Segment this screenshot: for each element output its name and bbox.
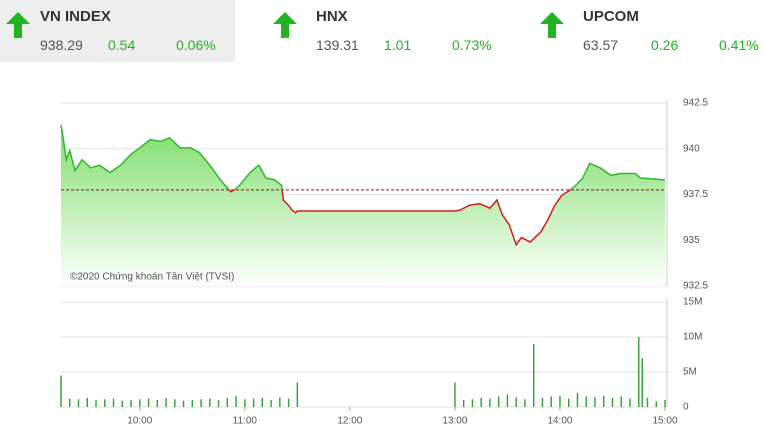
ticker: VN INDEX 938.29 0.54 0.06% xyxy=(0,0,235,62)
volume-bar xyxy=(112,398,115,407)
volume-bar xyxy=(585,396,587,407)
volume-bar xyxy=(480,397,482,407)
up-arrow xyxy=(6,12,30,38)
x-tick-label: 10:00 xyxy=(127,416,152,427)
ticker-percent: 0.41% xyxy=(719,37,759,53)
volume-bar xyxy=(287,398,290,407)
volume-bar xyxy=(147,398,150,407)
volume-bar xyxy=(86,397,88,407)
y-tick-label: 942.5 xyxy=(683,98,708,109)
x-tick-label: 12:00 xyxy=(337,416,362,427)
volume-bar xyxy=(646,397,649,407)
volume-bar xyxy=(200,399,202,407)
volume-bar xyxy=(541,397,544,407)
volume-bar xyxy=(69,398,71,407)
volume-bar xyxy=(515,397,517,407)
ticker-value: 139.31 xyxy=(316,37,359,53)
ticker: HNX 139.31 1.01 0.73% xyxy=(273,0,531,62)
ticker-name: VN INDEX xyxy=(40,8,111,25)
y-tick-label: 935 xyxy=(683,235,700,246)
volume-bar xyxy=(524,399,526,407)
volume-bar xyxy=(664,400,666,407)
price-area xyxy=(61,124,665,287)
volume-bar xyxy=(139,399,141,407)
x-tick-label: 11:00 xyxy=(233,416,258,427)
volume-bar xyxy=(629,398,631,407)
ticker-value: 938.29 xyxy=(40,37,83,53)
ticker-change: 0.54 xyxy=(108,37,136,53)
volume-bar xyxy=(638,337,640,407)
volume-bar xyxy=(296,382,299,407)
ticker-percent: 0.73% xyxy=(452,37,492,53)
y-tick-label: 5M xyxy=(683,367,697,378)
volume-bar xyxy=(620,396,622,407)
volume-bar xyxy=(270,400,272,407)
volume-bar xyxy=(165,397,167,407)
price-line xyxy=(60,124,666,247)
volume-bar xyxy=(261,397,264,407)
volume-bar xyxy=(279,397,281,407)
volume-bar xyxy=(568,398,570,407)
volume-bar xyxy=(655,401,657,407)
volume-bar xyxy=(454,382,456,407)
volume-bar xyxy=(104,399,106,407)
watermark: ©2020 Chứng khoán Tân Việt (TVSI) xyxy=(70,272,234,283)
x-tick-label: 14:00 xyxy=(547,416,572,427)
y-tick-label: 10M xyxy=(683,332,702,343)
volume-bar xyxy=(576,393,579,407)
ticker-change: 0.26 xyxy=(651,37,679,53)
ticker-percent: 0.06% xyxy=(176,37,216,53)
volume-bar xyxy=(244,399,246,407)
volume-bar xyxy=(156,400,158,407)
y-tick-label: 937.5 xyxy=(683,189,708,200)
volume-bar xyxy=(121,400,123,407)
volume-bar xyxy=(209,398,211,407)
volume-bar xyxy=(550,396,552,407)
up-arrow xyxy=(273,12,297,38)
x-tick-label: 15:00 xyxy=(652,416,677,427)
x-tick-label: 13:00 xyxy=(442,416,467,427)
volume-bar xyxy=(532,344,535,407)
volume-bar xyxy=(77,399,80,407)
volume-bar xyxy=(60,375,62,407)
y-tick-label: 940 xyxy=(683,143,700,154)
volume-bar xyxy=(506,394,509,407)
volume-bar xyxy=(489,398,491,407)
volume-bar xyxy=(235,395,237,407)
volume-bar xyxy=(191,400,194,407)
volume-bar xyxy=(226,397,229,407)
ticker-change: 1.01 xyxy=(384,37,412,53)
volume-bar xyxy=(471,399,474,407)
volume-bar xyxy=(611,397,614,407)
volume-bar xyxy=(497,396,500,407)
volume-bar xyxy=(95,400,97,407)
ticker-name: HNX xyxy=(316,8,348,25)
volume-bar xyxy=(641,358,643,407)
volume-bar xyxy=(603,395,605,407)
volume-bar xyxy=(252,398,255,407)
volume-bar xyxy=(462,400,465,407)
volume-bar xyxy=(217,400,220,407)
volume-bar xyxy=(130,400,132,407)
ticker-name: UPCOM xyxy=(583,8,639,25)
ticker-value: 63.57 xyxy=(583,37,619,53)
volume-bar xyxy=(594,397,596,407)
volume-bar xyxy=(559,395,561,407)
y-tick-label: 15M xyxy=(683,297,702,308)
y-tick-label: 0 xyxy=(683,402,689,413)
volume-bar xyxy=(174,399,176,407)
up-arrow xyxy=(540,12,564,38)
y-tick-label: 932.5 xyxy=(683,281,708,292)
ticker: UPCOM 63.57 0.26 0.41% xyxy=(540,0,763,62)
volume-bar xyxy=(182,400,185,407)
